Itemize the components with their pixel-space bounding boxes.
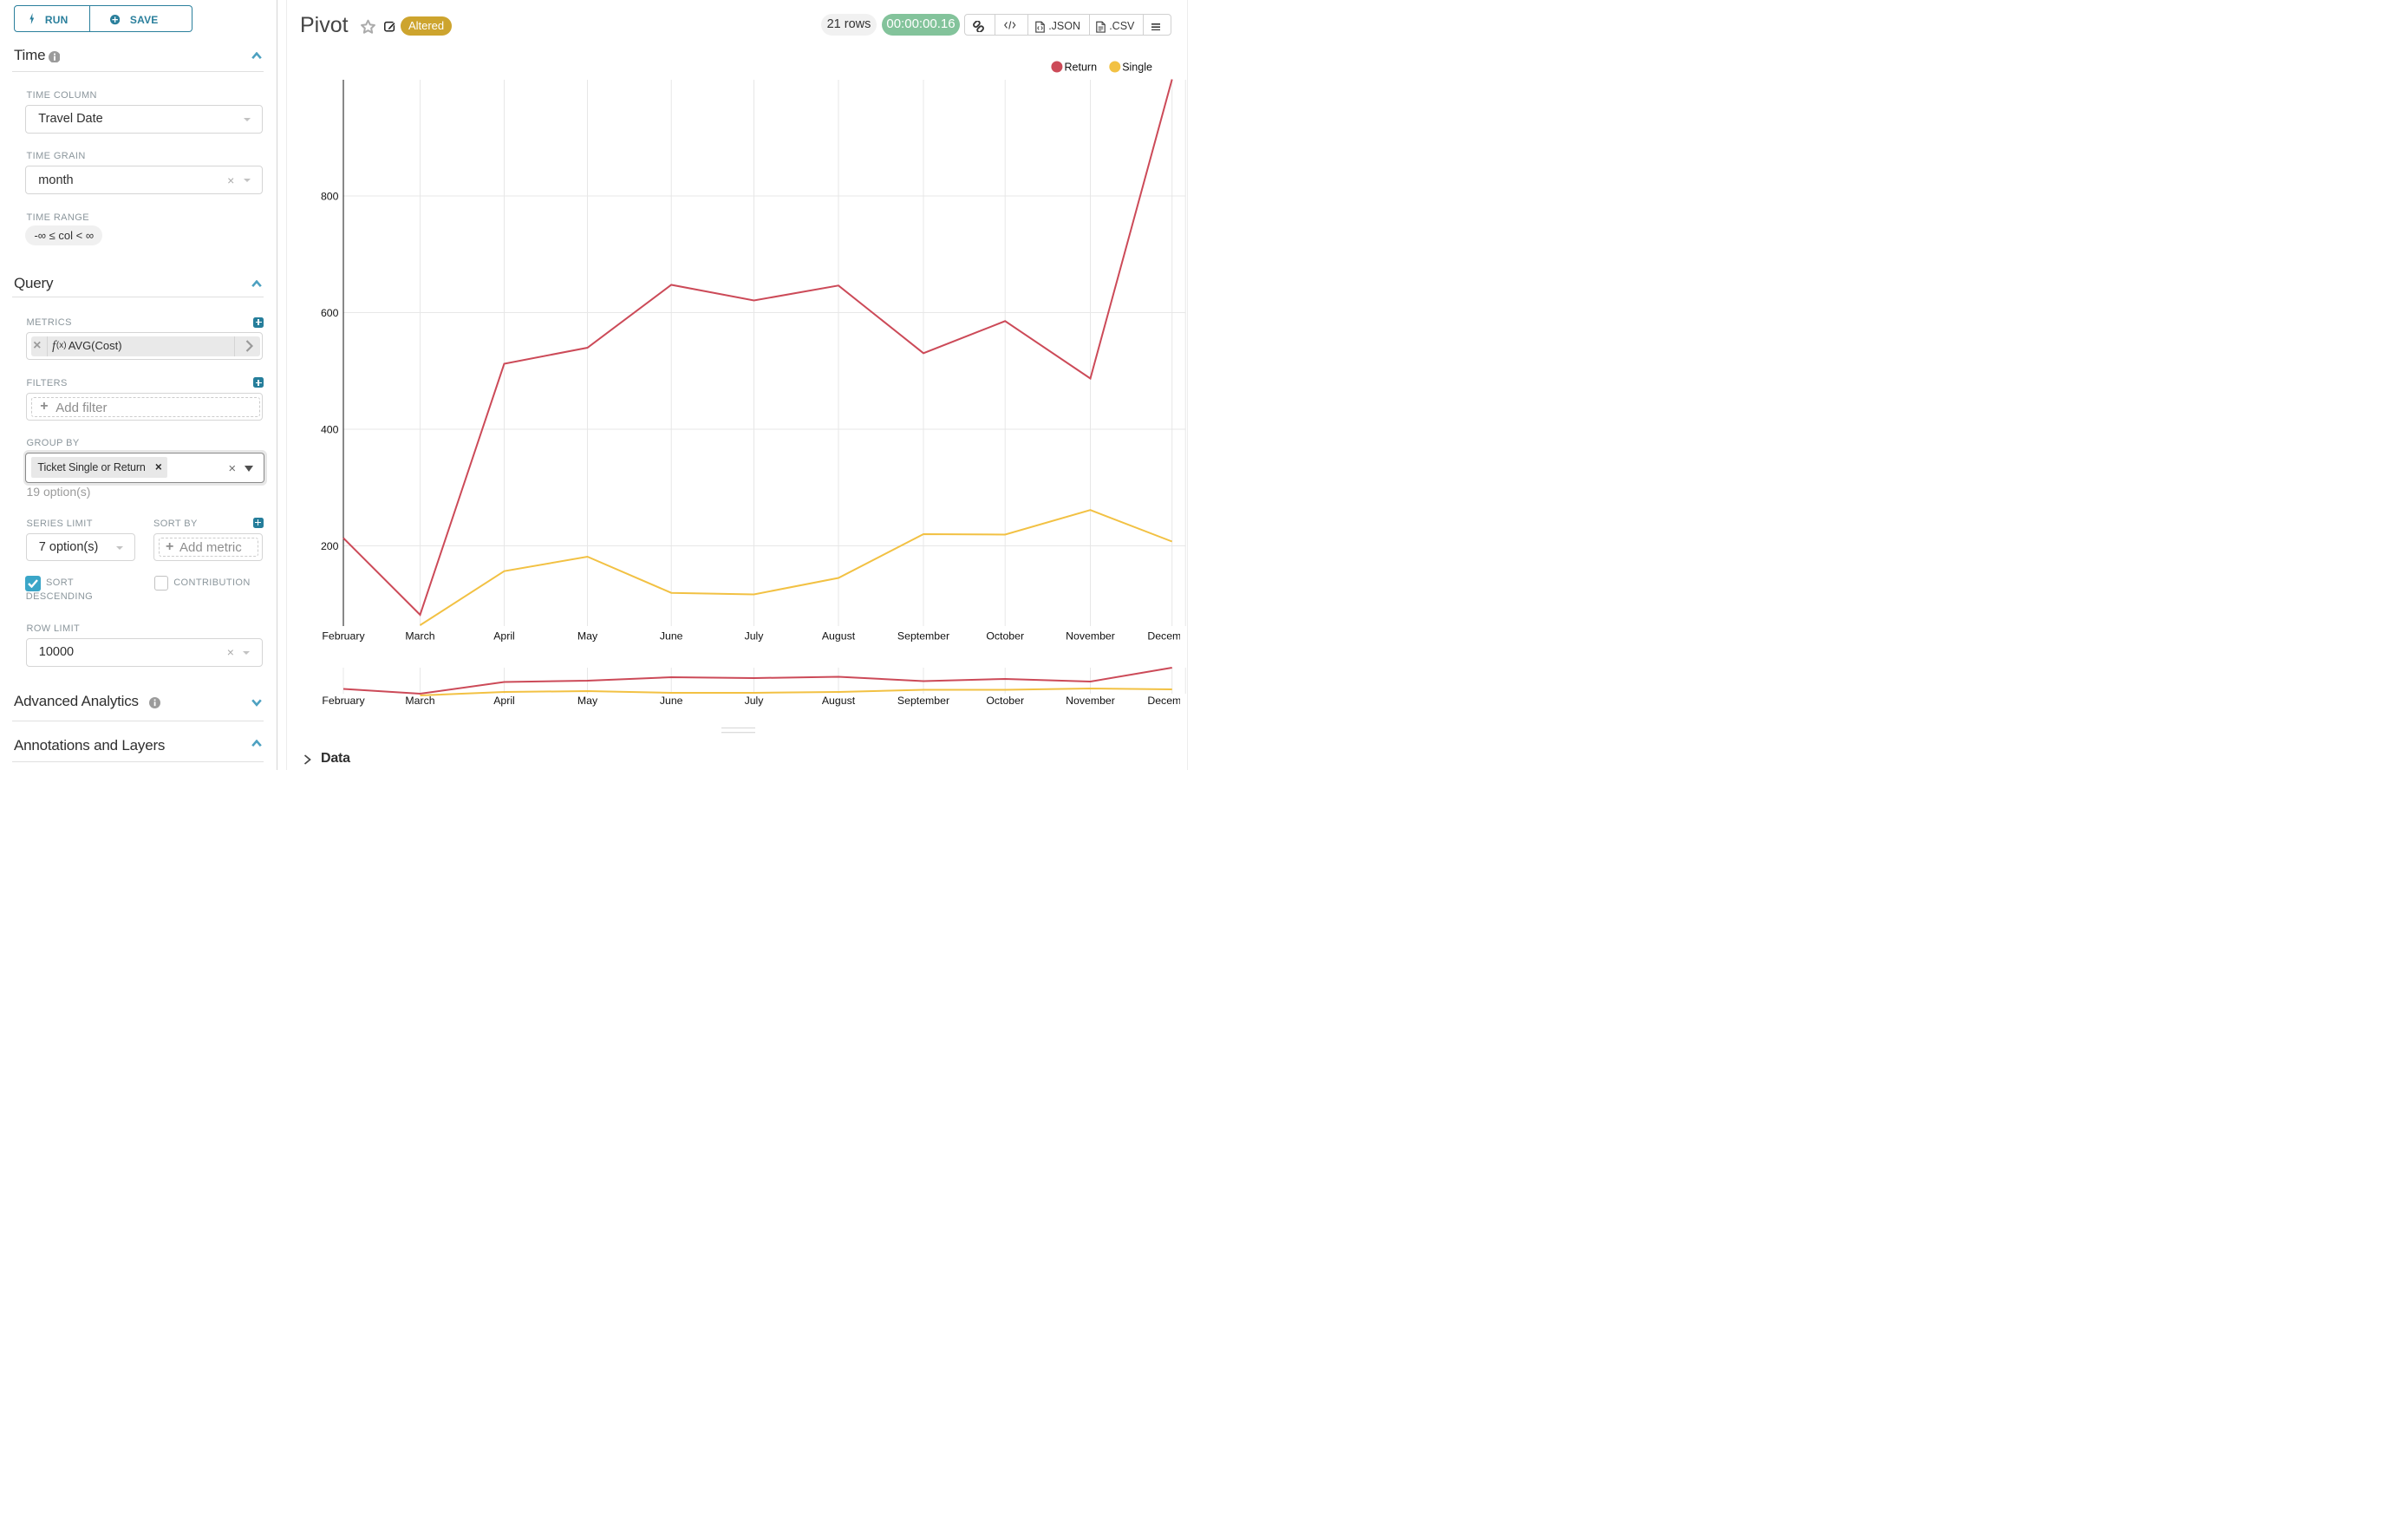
svg-text:October: October: [986, 695, 1024, 707]
svg-text:November: November: [1066, 695, 1115, 707]
svg-text:February: February: [322, 695, 365, 707]
svg-text:June: June: [660, 630, 683, 643]
svg-text:August: August: [822, 630, 856, 643]
svg-text:March: March: [405, 695, 434, 707]
svg-text:September: September: [897, 630, 949, 643]
svg-text:March: March: [405, 630, 434, 643]
svg-text:800: 800: [321, 190, 339, 202]
svg-text:June: June: [660, 695, 683, 707]
svg-text:July: July: [745, 630, 765, 643]
svg-text:July: July: [745, 695, 765, 707]
svg-text:May: May: [577, 630, 598, 643]
svg-text:September: September: [897, 695, 949, 707]
svg-text:400: 400: [321, 423, 339, 435]
svg-text:600: 600: [321, 307, 339, 319]
svg-text:200: 200: [321, 540, 339, 552]
svg-text:April: April: [493, 630, 515, 643]
svg-text:Single: Single: [1122, 61, 1152, 73]
svg-text:November: November: [1066, 630, 1115, 643]
svg-text:April: April: [493, 695, 515, 707]
svg-text:August: August: [822, 695, 856, 707]
svg-text:February: February: [322, 630, 365, 643]
svg-text:October: October: [986, 630, 1024, 643]
svg-text:Return: Return: [1065, 61, 1098, 73]
svg-text:December: December: [1147, 630, 1190, 643]
svg-text:December: December: [1147, 695, 1190, 707]
svg-text:May: May: [577, 695, 598, 707]
